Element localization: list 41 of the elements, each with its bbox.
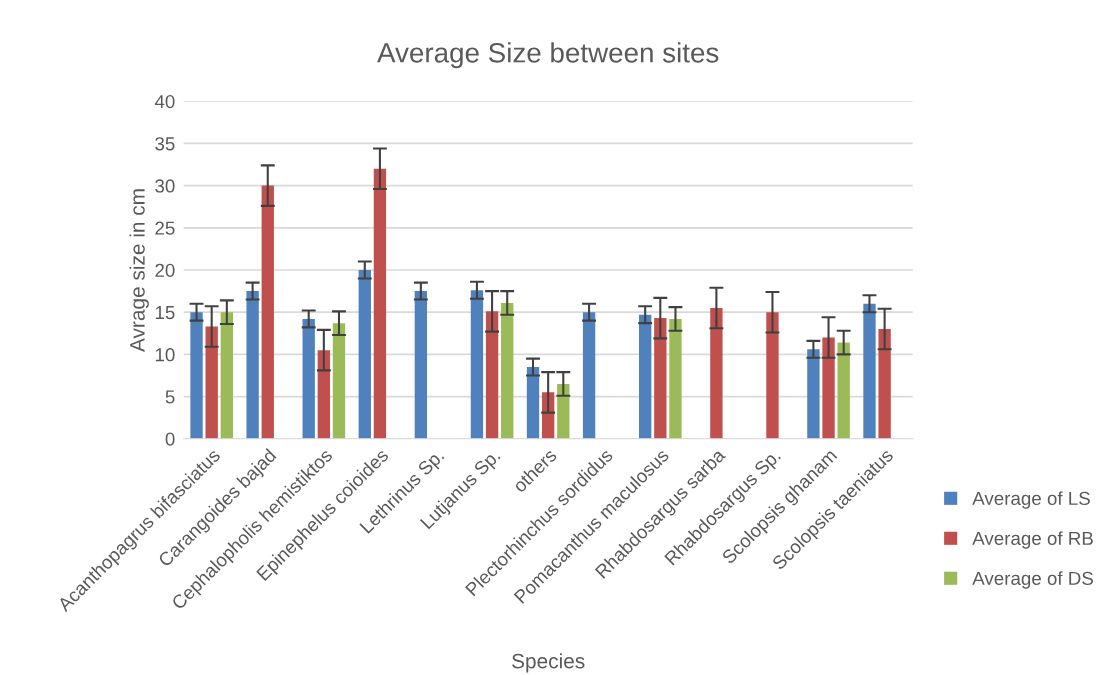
bar bbox=[863, 303, 876, 439]
y-axis-title: Avrage size in cm bbox=[129, 189, 149, 352]
bar bbox=[246, 291, 259, 439]
y-tick-label: 40 bbox=[154, 94, 175, 109]
bar bbox=[261, 185, 274, 439]
legend-label: Average of LS bbox=[972, 491, 1090, 509]
bar bbox=[373, 168, 387, 439]
y-tick-label: 5 bbox=[165, 390, 175, 404]
bar bbox=[302, 318, 315, 439]
bar bbox=[582, 312, 596, 439]
bar bbox=[205, 326, 218, 439]
bar bbox=[317, 350, 331, 439]
bar bbox=[654, 318, 667, 439]
bar bbox=[878, 329, 891, 439]
bar bbox=[485, 311, 499, 439]
bar bbox=[766, 312, 779, 439]
legend-label: Average of RB bbox=[972, 531, 1093, 549]
y-tick-label: 30 bbox=[155, 179, 175, 193]
bar bbox=[669, 318, 682, 439]
y-tick-label: 25 bbox=[155, 221, 175, 235]
bar bbox=[414, 291, 428, 439]
bar bbox=[501, 302, 514, 439]
y-tick-label: 15 bbox=[155, 306, 175, 320]
bar bbox=[807, 349, 820, 439]
bar bbox=[710, 307, 723, 439]
bar bbox=[822, 337, 835, 439]
bar bbox=[470, 290, 484, 439]
bar bbox=[639, 314, 652, 439]
y-tick-label: 20 bbox=[155, 263, 175, 277]
bar bbox=[220, 312, 233, 439]
bar bbox=[332, 323, 346, 439]
bar bbox=[358, 270, 371, 439]
y-tick-label: 35 bbox=[155, 137, 175, 151]
bar bbox=[837, 342, 850, 439]
y-tick-label: 10 bbox=[155, 348, 175, 362]
legend-label: Average of DS bbox=[972, 571, 1093, 589]
bar bbox=[526, 367, 540, 439]
chart-title: Average Size between sites bbox=[377, 42, 719, 69]
x-axis-title: Species bbox=[512, 653, 585, 673]
y-tick-label: 0 bbox=[165, 432, 175, 446]
bar bbox=[190, 312, 203, 439]
